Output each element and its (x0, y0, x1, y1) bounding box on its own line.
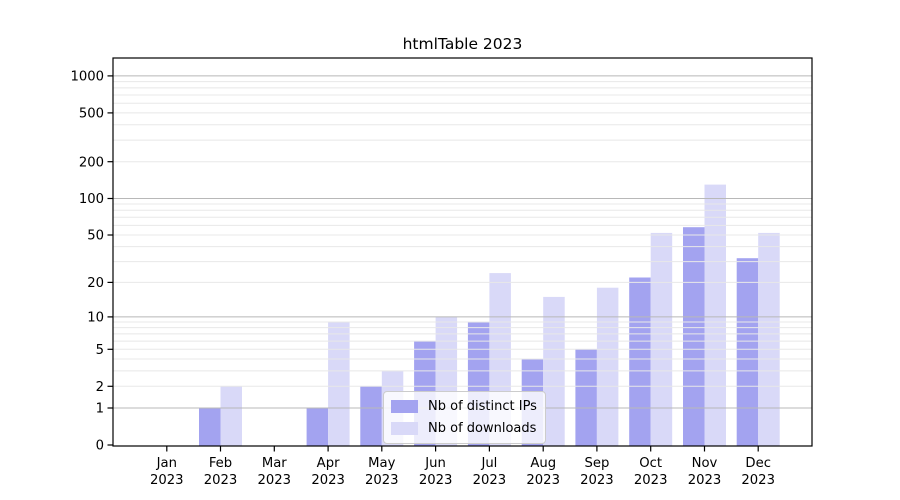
legend-item-distinct-ips: Nb of distinct IPs (391, 397, 537, 416)
x-tick-label-month: Nov (692, 456, 718, 471)
bar-distinct-ips-sep (575, 349, 597, 446)
x-tick-label-year: 2023 (150, 473, 184, 488)
bar-distinct-ips-may (360, 386, 382, 446)
x-tick-label-month: Oct (639, 456, 662, 471)
x-tick-label-month: Aug (530, 456, 556, 471)
x-tick-label-month: Mar (262, 456, 287, 471)
legend-label-downloads: Nb of downloads (428, 421, 537, 436)
bar-distinct-ips-dec (736, 258, 759, 446)
x-tick-label-year: 2023 (258, 473, 292, 488)
x-tick-label-month: Sep (584, 456, 609, 471)
y-tick-label: 5 (96, 343, 104, 358)
axes-spines (112, 57, 813, 447)
x-tick-label-month: Jun (424, 456, 446, 471)
y-tick-label: 500 (79, 107, 104, 122)
x-tick-label-year: 2023 (526, 473, 560, 488)
bar-distinct-ips-apr (306, 408, 329, 446)
bar-downloads-feb (220, 386, 242, 446)
x-tick-label-month: Jan (156, 456, 177, 471)
x-tick-label-year: 2023 (204, 473, 238, 488)
x-tick-label-year: 2023 (688, 473, 722, 488)
y-tick-label: 1000 (70, 70, 104, 85)
bar-downloads-dec (758, 232, 780, 446)
y-tick-label: 100 (79, 192, 104, 207)
x-tick-label-month: Apr (317, 456, 340, 471)
x-tick-label-year: 2023 (741, 473, 775, 488)
legend: Nb of distinct IPs Nb of downloads (383, 391, 546, 444)
bar-downloads-nov (704, 184, 726, 446)
legend-label-distinct-ips: Nb of distinct IPs (428, 399, 537, 414)
x-tick-label-year: 2023 (311, 473, 345, 488)
x-tick-label-year: 2023 (634, 473, 668, 488)
bar-distinct-ips-feb (199, 408, 221, 446)
bar-distinct-ips-oct (629, 277, 651, 446)
x-tick-label-month: Feb (209, 456, 232, 471)
y-tick-label: 20 (87, 276, 104, 291)
x-tick-label-month: Jul (480, 456, 497, 471)
x-tick-label-year: 2023 (419, 473, 453, 488)
y-tick-label: 200 (79, 155, 104, 170)
x-tick-label-year: 2023 (365, 473, 399, 488)
x-tick-label-year: 2023 (473, 473, 507, 488)
x-tick-label-month: May (368, 456, 395, 471)
y-tick-label: 0 (96, 439, 104, 454)
x-tick-label-year: 2023 (580, 473, 614, 488)
x-tick-label-month: Dec (745, 456, 771, 471)
y-tick-label: 50 (87, 229, 104, 244)
y-tick-label: 1 (96, 402, 104, 417)
y-tick-label: 2 (96, 380, 104, 395)
bar-distinct-ips-nov (683, 227, 705, 446)
legend-item-downloads: Nb of downloads (391, 419, 537, 438)
chart-title: htmlTable 2023 (402, 35, 523, 53)
legend-swatch-downloads (391, 422, 418, 435)
bar-downloads-oct (650, 232, 673, 446)
y-tick-label: 10 (87, 311, 104, 326)
bar-downloads-apr (328, 322, 350, 446)
legend-swatch-distinct-ips (391, 400, 418, 413)
bar-downloads-sep (596, 287, 619, 446)
